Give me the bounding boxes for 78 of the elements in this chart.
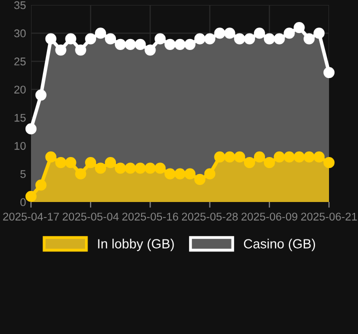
point <box>134 162 146 174</box>
y-tick-label: 10 <box>14 142 26 150</box>
point <box>164 168 176 180</box>
point <box>134 38 146 50</box>
point <box>314 28 325 39</box>
point <box>114 38 126 50</box>
point <box>35 180 46 191</box>
y-tick-label: 5 <box>20 170 26 178</box>
point <box>114 162 126 174</box>
point <box>194 174 206 186</box>
point <box>85 33 96 44</box>
point <box>304 33 315 44</box>
x-tick-label: 2025-04-17 <box>3 212 59 221</box>
point <box>55 44 66 56</box>
point <box>204 33 216 44</box>
y-tick-label: 15 <box>14 114 26 122</box>
point <box>323 157 335 168</box>
point <box>244 157 256 168</box>
point <box>274 151 285 163</box>
point <box>214 151 226 163</box>
point <box>184 168 196 180</box>
point <box>314 151 325 163</box>
point <box>284 151 295 163</box>
point <box>104 33 116 44</box>
point <box>75 168 86 180</box>
point <box>304 151 315 163</box>
point <box>55 157 66 168</box>
point <box>184 38 196 50</box>
point <box>244 33 256 44</box>
point <box>35 90 46 101</box>
point <box>124 38 136 50</box>
point <box>254 28 266 39</box>
point <box>164 38 176 50</box>
point <box>234 33 246 44</box>
point <box>264 157 275 168</box>
point <box>174 38 186 50</box>
point <box>174 168 186 180</box>
point <box>45 151 56 163</box>
point <box>85 157 96 168</box>
point <box>75 44 86 56</box>
x-tick-label: 2025-06-21 <box>301 212 357 221</box>
point <box>25 190 37 202</box>
point <box>154 33 166 44</box>
point <box>65 33 76 44</box>
y-tick-label: 20 <box>14 86 26 94</box>
point <box>294 151 305 163</box>
point <box>224 151 236 163</box>
point <box>274 33 285 44</box>
point <box>224 28 236 39</box>
point <box>25 123 37 134</box>
point <box>94 162 106 174</box>
x-tick-label: 2025-06-09 <box>242 212 298 221</box>
point <box>65 157 76 168</box>
point <box>144 44 156 56</box>
legend-label: Casino (GB) <box>244 238 316 252</box>
point <box>194 33 206 44</box>
y-tick-label: 30 <box>14 29 26 38</box>
point <box>45 33 56 44</box>
y-tick-label: 35 <box>14 1 26 10</box>
x-tick-label: 2025-05-28 <box>182 212 238 221</box>
point <box>234 151 246 163</box>
point <box>124 162 136 174</box>
y-tick-label: 0 <box>20 198 26 206</box>
x-tick-label: 2025-05-04 <box>62 212 119 221</box>
point <box>154 162 166 174</box>
point <box>144 162 156 174</box>
point <box>214 28 226 39</box>
point <box>104 157 116 168</box>
point <box>204 168 216 180</box>
point <box>254 151 266 163</box>
point <box>284 28 295 39</box>
point <box>264 33 275 44</box>
point <box>294 22 305 34</box>
y-tick-label: 25 <box>14 58 26 66</box>
legend-label: In lobby (GB) <box>98 238 174 252</box>
point <box>94 28 106 39</box>
x-tick-label: 2025-05-16 <box>122 212 178 221</box>
point <box>323 66 335 78</box>
